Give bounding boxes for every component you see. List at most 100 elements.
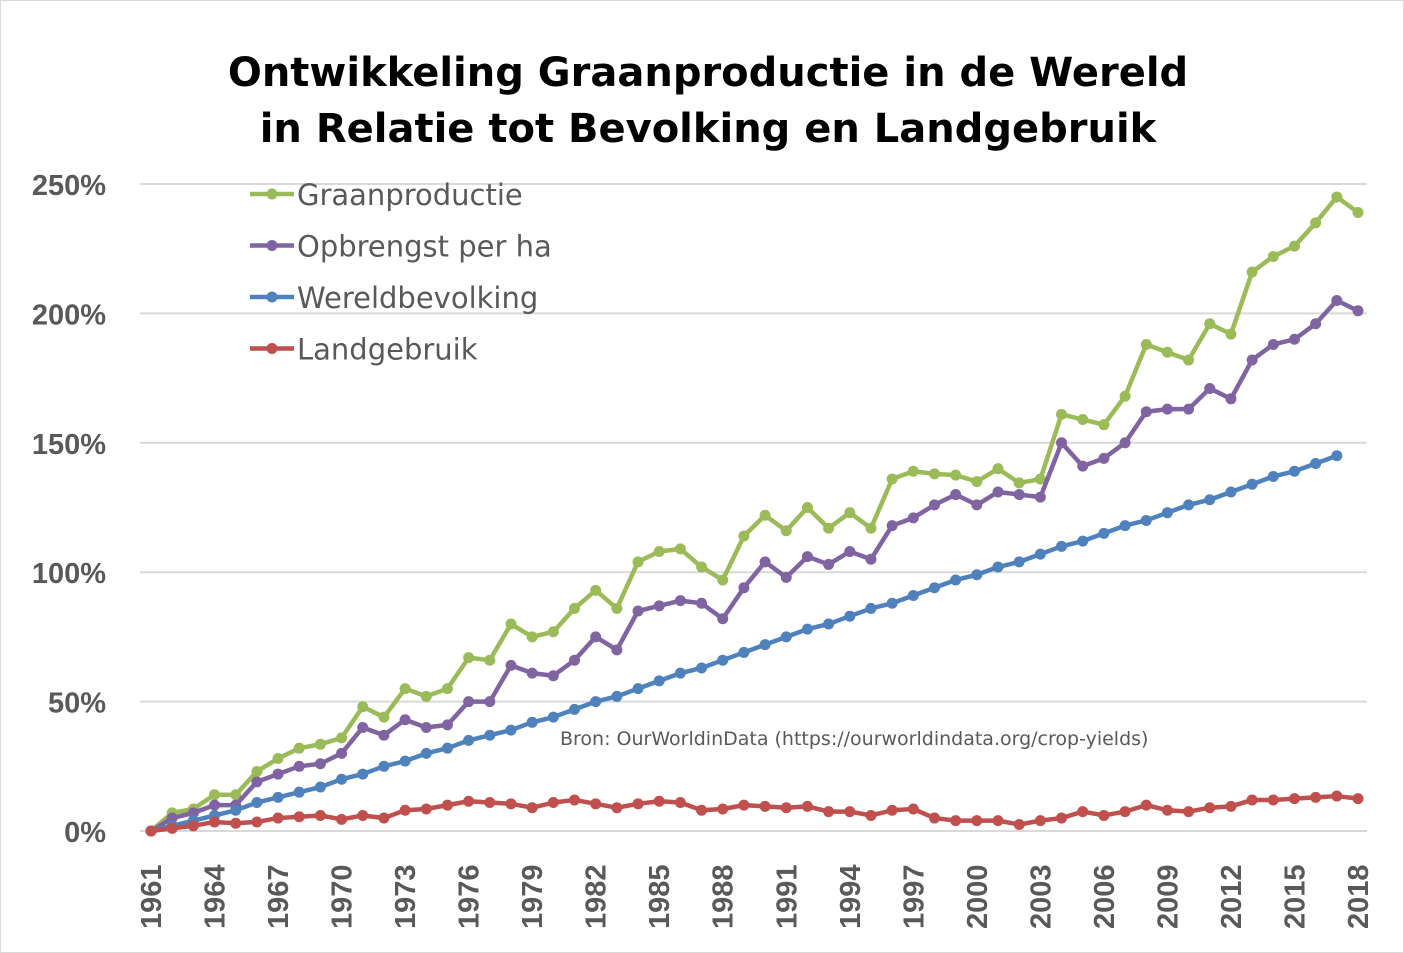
data-point [463,696,475,708]
series-line [149,194,1360,833]
data-point [441,719,453,731]
data-point [1119,437,1131,449]
data-point [336,732,348,744]
data-point [1246,266,1258,278]
data-point [1267,794,1279,806]
data-point [1034,548,1046,560]
series-line [150,793,1359,834]
data-point [1013,477,1025,489]
data-point [441,799,453,811]
series-wereldbevolking [145,450,1343,837]
data-point [717,574,729,586]
x-tick-label: 2012 [1216,864,1248,929]
data-point [1288,793,1300,805]
data-point [378,711,390,723]
data-point [505,798,517,810]
x-tick-label: 2003 [1025,864,1057,929]
data-point [653,600,665,612]
data-point [1204,382,1216,394]
legend-item: Graanproductie [250,178,523,212]
legend-item: Wereldbevolking [250,281,538,315]
data-point [717,654,729,666]
data-point [272,768,284,780]
data-point [759,800,771,812]
data-point [209,816,221,828]
data-point [1161,403,1173,415]
data-point [230,817,242,829]
data-point [780,631,792,643]
data-point [1077,535,1089,547]
data-point [1225,393,1237,405]
data-point [505,724,517,736]
data-point [357,701,369,713]
data-point [1077,414,1089,426]
data-point [336,813,348,825]
data-point [907,589,919,601]
data-point [547,797,559,809]
data-point [569,654,581,666]
legend-label: Wereldbevolking [297,281,538,315]
data-point [230,789,242,801]
x-tick-label: 1961 [136,864,168,929]
data-point [209,789,221,801]
data-point [1056,540,1068,552]
data-point [1119,806,1131,818]
data-point [399,804,411,816]
data-point [547,670,559,682]
data-point [992,463,1004,475]
data-point [547,711,559,723]
data-point [1246,354,1258,366]
data-point [823,558,835,570]
data-point [484,729,496,741]
data-point [653,795,665,807]
data-point [1204,494,1216,506]
data-point [674,595,686,607]
data-point [1246,794,1258,806]
data-point [505,618,517,630]
data-point [1140,406,1152,418]
data-point [251,816,263,828]
data-point [1352,793,1364,805]
data-point [632,798,644,810]
data-point [399,714,411,726]
data-point [1161,507,1173,519]
data-point [674,543,686,555]
data-point [1056,408,1068,420]
data-point [1225,328,1237,340]
data-point [907,465,919,477]
source-annotation: Bron: OurWorldinData (https://ourworldin… [560,728,1148,750]
data-point [187,807,199,819]
data-point [420,803,432,815]
data-point [1183,354,1195,366]
data-point [1288,333,1300,345]
data-point [293,760,305,772]
data-point [463,652,475,664]
data-point [1288,465,1300,477]
data-point [823,522,835,534]
data-point [526,631,538,643]
data-point [1331,294,1343,306]
y-tick-label: 0% [64,817,106,849]
data-point [1288,240,1300,252]
data-point [420,721,432,733]
data-point [441,742,453,754]
x-tick-label: 1964 [200,864,232,929]
chart-title-line-1: Ontwikkeling Graanproductie in de Wereld [228,50,1188,96]
data-point [950,574,962,586]
legend-label: Landgebruik [297,333,478,367]
data-point [886,804,898,816]
data-point [1056,812,1068,824]
data-point [780,525,792,537]
data-point [547,626,559,638]
data-point [611,602,623,614]
data-point [1331,191,1343,203]
data-point [357,809,369,821]
data-point [738,530,750,542]
data-point [717,803,729,815]
data-point [272,791,284,803]
legend-marker [266,343,278,354]
data-point [738,582,750,594]
data-point [950,489,962,501]
data-point [399,755,411,767]
data-point [314,809,326,821]
